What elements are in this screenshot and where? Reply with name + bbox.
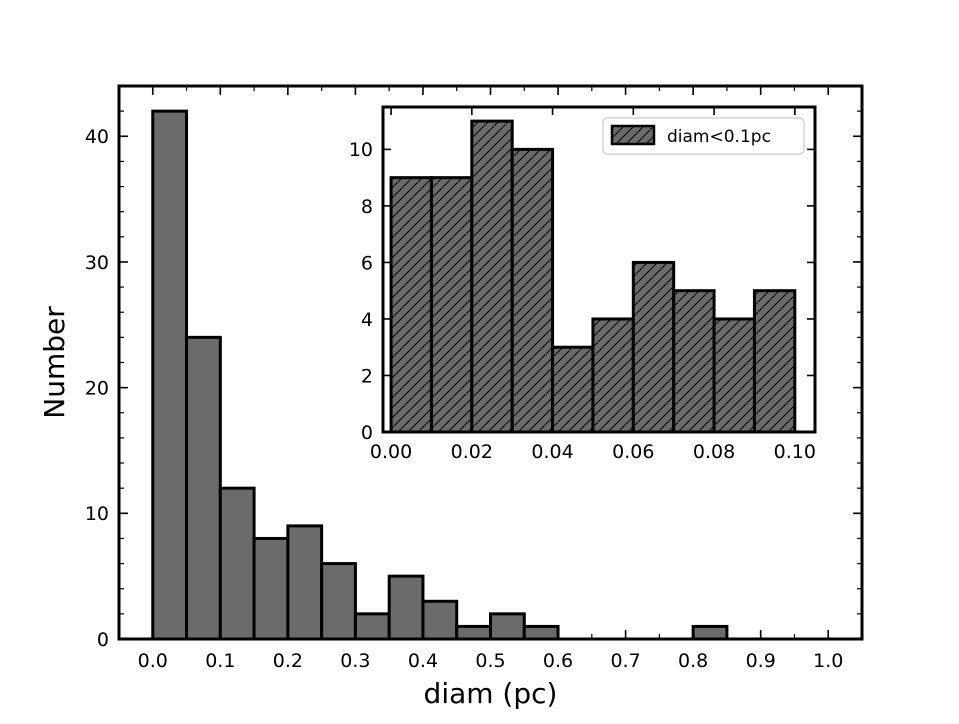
main-xtick-label: 0.3 xyxy=(340,650,370,672)
main-bar xyxy=(522,624,560,641)
main-bar xyxy=(421,599,459,641)
inset-xtick-label: 0.04 xyxy=(531,441,573,463)
inset-bar xyxy=(631,260,676,434)
inset-histogram: 0.00 0.02 0.04 0.06 0.08 0.10 0 2 4 6 8 10 diam<0.1p… xyxy=(349,105,817,463)
main-xtick-label: 0.5 xyxy=(475,650,505,672)
inset-bar xyxy=(389,176,433,434)
legend-label: diam<0.1pc xyxy=(667,127,771,147)
inset-bar xyxy=(551,345,595,434)
main-y-axis-label: Number xyxy=(38,306,71,419)
inset-bar xyxy=(429,176,474,434)
main-bar xyxy=(353,612,391,641)
main-xtick-label: 0.7 xyxy=(610,650,640,672)
main-x-axis-label: diam (pc) xyxy=(424,677,558,710)
main-ytick-label: 10 xyxy=(85,503,109,525)
inset-ytick-label: 10 xyxy=(349,139,373,161)
main-xtick-label: 0.1 xyxy=(205,650,235,672)
main-xtick-label: 0.6 xyxy=(543,650,573,672)
main-bar xyxy=(691,624,729,641)
main-bar xyxy=(185,335,222,641)
inset-xtick-label: 0.10 xyxy=(774,441,816,463)
main-ytick-label: 20 xyxy=(85,377,109,399)
inset-xtick-label: 0.00 xyxy=(370,441,412,463)
inset-ytick-label: 0 xyxy=(361,422,373,444)
inset-bar xyxy=(672,289,716,434)
main-xtick-label: 0.9 xyxy=(746,650,776,672)
inset-bar xyxy=(752,289,797,434)
inset-ytick-label: 8 xyxy=(361,196,373,218)
inset-ytick-label: 2 xyxy=(361,365,373,387)
inset-xtick-label: 0.02 xyxy=(451,441,493,463)
inset-bar xyxy=(510,147,555,434)
inset-xtick-label: 0.06 xyxy=(612,441,654,463)
main-ytick-label: 30 xyxy=(85,252,109,274)
inset-ytick-label: 4 xyxy=(361,309,373,331)
inset-frame xyxy=(381,105,817,434)
main-ytick-label: 0 xyxy=(97,629,109,651)
main-bar xyxy=(320,562,357,641)
main-bar xyxy=(387,574,425,641)
main-xtick-label: 0.4 xyxy=(408,650,438,672)
main-bar xyxy=(489,612,526,641)
main-bar xyxy=(286,524,324,641)
main-bar xyxy=(252,536,290,641)
main-xtick-label: 0.0 xyxy=(138,650,168,672)
inset-legend: diam<0.1pc xyxy=(602,117,805,155)
inset-bar xyxy=(591,317,635,434)
inset-bar xyxy=(712,317,756,434)
inset-xtick-label: 0.08 xyxy=(693,441,735,463)
main-bar xyxy=(151,109,189,641)
legend-swatch xyxy=(610,124,656,146)
inset-ytick-label: 6 xyxy=(361,252,373,274)
main-bar xyxy=(455,624,492,641)
main-xtick-label: 0.8 xyxy=(678,650,708,672)
inset-bar xyxy=(470,119,514,434)
main-xtick-label: 1.0 xyxy=(813,650,843,672)
main-xtick-label: 0.2 xyxy=(273,650,303,672)
main-ytick-label: 40 xyxy=(85,126,109,148)
main-bar xyxy=(218,486,256,641)
